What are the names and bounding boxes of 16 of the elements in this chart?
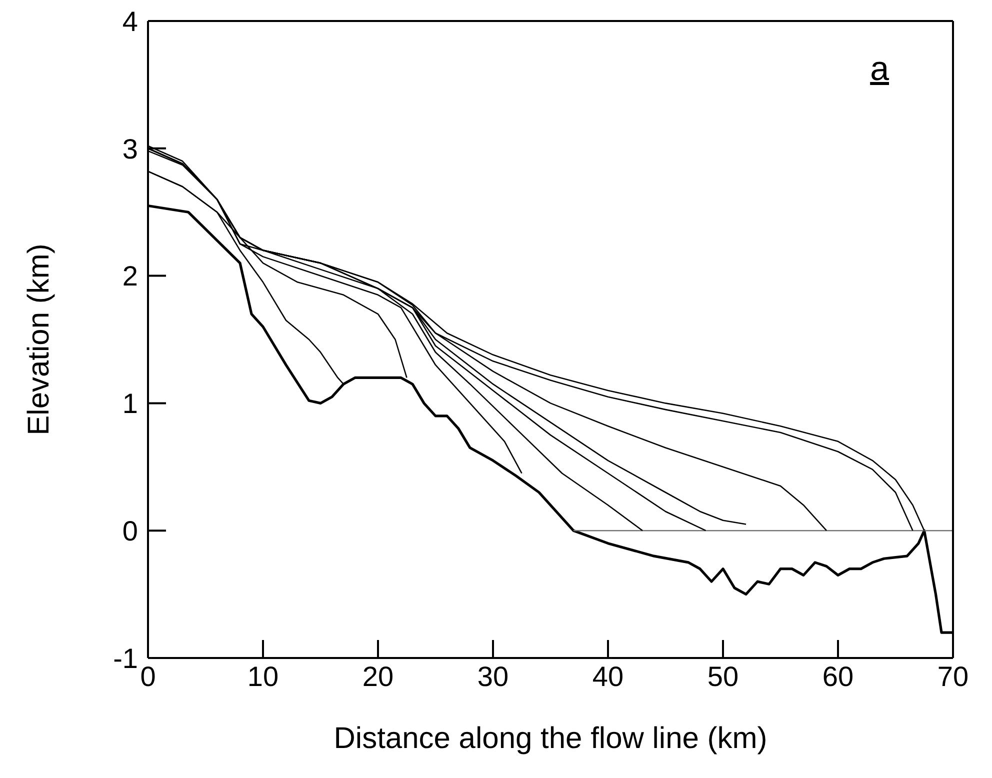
x-tick-label: 40 (592, 660, 624, 692)
x-tick-label: 20 (362, 660, 394, 692)
y-tick-label: 3 (122, 133, 138, 164)
y-tick-label: -1 (113, 642, 138, 674)
x-tick-label: 70 (937, 660, 969, 692)
y-axis-title: Elevation (km) (22, 244, 56, 436)
x-tick-label: 50 (707, 660, 739, 692)
x-tick-label: 10 (247, 660, 279, 692)
x-axis-title: Distance along the flow line (km) (334, 722, 768, 755)
y-tick-label: 0 (122, 516, 138, 547)
y-tick-label: 4 (122, 6, 138, 37)
x-tick-label: 30 (477, 660, 509, 692)
y-tick-label: 1 (122, 388, 138, 420)
annotation: a (870, 50, 889, 89)
y-tick-label: 2 (122, 260, 138, 292)
x-tick-label: 60 (822, 660, 854, 692)
